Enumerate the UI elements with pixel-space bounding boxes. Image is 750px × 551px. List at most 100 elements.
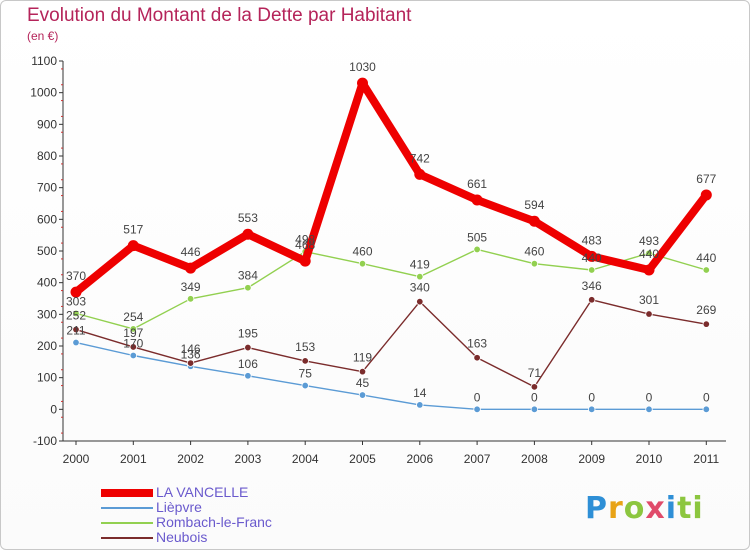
- data-label: 370: [66, 269, 86, 283]
- data-point: [702, 320, 710, 328]
- data-label: 468: [295, 238, 315, 252]
- data-point: [127, 240, 139, 252]
- x-tick-label: 2003: [235, 452, 262, 466]
- data-point: [471, 194, 483, 206]
- data-point: [72, 338, 80, 347]
- x-tick-label: 2007: [464, 452, 491, 466]
- data-label: 742: [410, 151, 430, 165]
- data-point: [244, 372, 252, 380]
- y-tick-label: 0: [50, 402, 57, 416]
- legend-label: LA VANCELLE: [156, 484, 249, 500]
- logo-letter: o: [623, 491, 646, 526]
- chart-axes: -100010020030040050060070080090010001100…: [30, 54, 726, 466]
- legend-item: Rombach-le-Franc: [101, 515, 272, 530]
- data-point: [414, 168, 426, 180]
- series-line-3: [75, 299, 707, 388]
- data-point: [244, 284, 252, 292]
- legend-item: Lièpvre: [101, 500, 272, 515]
- proxiti-logo: Proxiti: [585, 491, 704, 526]
- data-point: [416, 297, 424, 306]
- y-tick-label: 200: [37, 339, 57, 353]
- x-tick-label: 2005: [349, 452, 376, 466]
- legend-swatch: [101, 536, 153, 539]
- y-tick-label: 1000: [30, 86, 57, 100]
- data-point: [588, 405, 596, 414]
- x-tick-label: 2008: [521, 452, 548, 466]
- logo-letter: r: [608, 491, 624, 526]
- chart-series: [70, 77, 712, 414]
- data-label: 483: [582, 233, 602, 247]
- data-label: 252: [66, 309, 86, 323]
- y-tick-label: 100: [37, 371, 57, 385]
- data-label: 594: [524, 198, 544, 212]
- y-tick-label: 900: [37, 117, 57, 131]
- series-line-0: [72, 79, 711, 297]
- y-tick-label: 500: [37, 244, 57, 258]
- data-point: [186, 295, 195, 303]
- data-label: 197: [123, 326, 143, 340]
- data-point: [702, 405, 710, 414]
- data-label: 1030: [349, 60, 376, 74]
- data-label: 0: [474, 390, 481, 404]
- data-label: 269: [696, 303, 716, 317]
- data-point: [588, 266, 596, 274]
- data-point: [185, 262, 197, 274]
- legend-label: Lièpvre: [156, 499, 202, 515]
- data-point: [358, 367, 367, 376]
- data-point: [645, 249, 653, 257]
- y-tick-label: 600: [37, 212, 57, 226]
- data-label: 677: [696, 172, 716, 186]
- data-label: 146: [181, 342, 201, 356]
- x-tick-label: 2001: [120, 452, 147, 466]
- x-tick-label: 2011: [693, 452, 719, 466]
- chart-subtitle: (en €): [27, 29, 59, 43]
- data-point: [70, 286, 82, 298]
- data-label: 553: [238, 211, 258, 225]
- data-label: 661: [467, 177, 487, 191]
- data-label: 460: [524, 245, 544, 259]
- data-label: 460: [352, 245, 372, 259]
- data-point: [72, 325, 80, 334]
- data-point: [588, 296, 596, 304]
- data-label: 195: [238, 327, 258, 341]
- data-label: 71: [528, 366, 542, 380]
- data-point: [358, 259, 367, 268]
- data-label: 254: [123, 310, 143, 324]
- data-point: [129, 343, 137, 351]
- data-point: [242, 228, 254, 240]
- data-point: [186, 359, 195, 367]
- data-label: 0: [531, 390, 538, 404]
- legend-swatch: [101, 506, 153, 509]
- data-label: 446: [181, 245, 201, 259]
- data-label: 505: [467, 230, 487, 244]
- data-label: 119: [353, 351, 372, 365]
- data-label: 170: [123, 337, 143, 351]
- data-label: 517: [123, 223, 143, 237]
- data-point: [473, 405, 481, 414]
- legend-swatch: [101, 521, 153, 524]
- y-tick-label: 1100: [31, 54, 57, 68]
- logo-letter: x: [645, 491, 666, 526]
- data-label: 349: [181, 280, 201, 294]
- data-label: 440: [696, 251, 716, 265]
- data-point: [702, 266, 710, 274]
- data-label: 153: [295, 340, 315, 354]
- series-line-2: [75, 248, 707, 330]
- legend-label: Neubois: [156, 529, 208, 545]
- data-label: 493: [639, 234, 659, 248]
- x-tick-label: 2006: [406, 452, 433, 466]
- logo-letter: P: [585, 491, 608, 526]
- data-label: 0: [588, 390, 595, 404]
- data-label: 303: [66, 294, 86, 308]
- data-point: [700, 189, 712, 201]
- x-tick-label: 2009: [578, 452, 605, 466]
- x-tick-label: 2010: [636, 452, 663, 466]
- data-label: 419: [410, 258, 430, 272]
- data-label: 211: [66, 324, 85, 338]
- data-point: [586, 250, 598, 262]
- data-label: 0: [646, 390, 653, 404]
- legend-swatch: [101, 488, 153, 497]
- data-label: 340: [410, 281, 430, 295]
- data-label: 106: [238, 357, 258, 371]
